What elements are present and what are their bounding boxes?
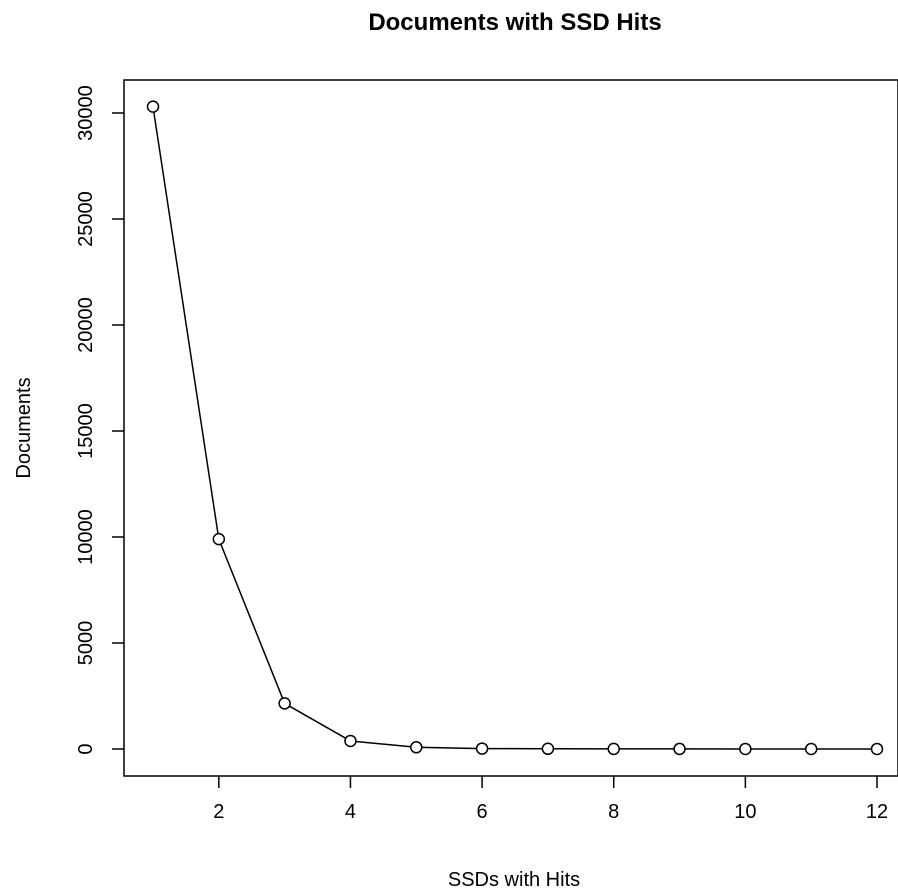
data-point <box>344 734 357 748</box>
data-point <box>475 742 489 755</box>
y-tick-label: 5000 <box>75 621 97 666</box>
data-point <box>278 697 291 710</box>
data-point <box>541 742 555 756</box>
x-axis: 2 4 6 8 10 12 <box>213 776 888 823</box>
data-point <box>146 100 160 113</box>
y-tick-label: 10000 <box>75 509 97 565</box>
series-line-segment <box>218 538 286 704</box>
series-line-segment <box>152 106 220 540</box>
data-point <box>739 742 752 756</box>
x-tick-label: 8 <box>608 801 619 823</box>
y-tick-label: 20000 <box>75 297 97 353</box>
x-axis-label: SSDs with Hits <box>448 869 580 891</box>
y-tick-label: 25000 <box>75 191 97 247</box>
plot-frame <box>123 79 898 777</box>
data-point <box>870 742 884 756</box>
y-tick-label: 30000 <box>75 85 97 141</box>
series-line-segment <box>350 740 417 749</box>
chart-title: Documents with SSD Hits <box>368 9 661 36</box>
data-point <box>410 741 423 754</box>
x-tick-label: 10 <box>734 801 756 823</box>
y-tick-label: 0 <box>75 743 97 754</box>
x-tick-label: 4 <box>345 801 356 823</box>
series-line-group <box>146 100 884 756</box>
x-tick-label: 6 <box>477 801 488 823</box>
y-tick-label: 15000 <box>75 403 97 459</box>
x-tick-label: 12 <box>866 801 888 823</box>
series-line-segment <box>416 746 483 750</box>
y-axis-label: Documents <box>13 377 35 478</box>
series-line-segment <box>284 702 351 742</box>
x-tick-label: 2 <box>213 801 224 823</box>
data-point <box>804 742 818 756</box>
data-point <box>673 742 686 756</box>
data-point <box>607 742 620 756</box>
data-point <box>212 532 226 546</box>
y-axis: 0 5000 10000 15000 20000 25000 30000 <box>75 85 124 755</box>
